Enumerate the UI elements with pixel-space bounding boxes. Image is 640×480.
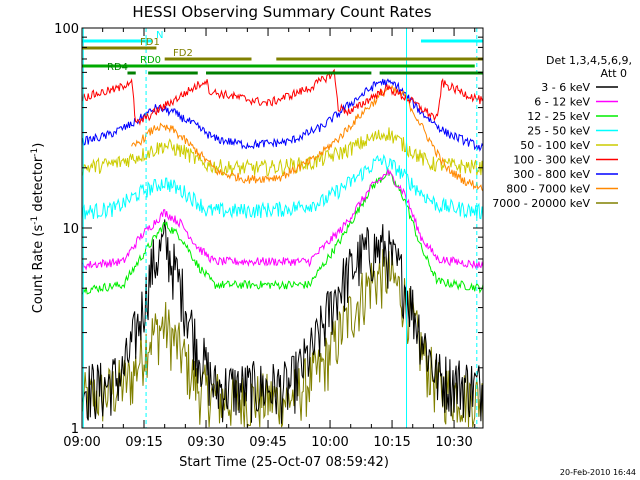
legend-label-4: 25 - 50 keV: [527, 125, 590, 138]
series-line-7: [82, 78, 483, 152]
flag-label-rd4: RD4: [107, 62, 128, 73]
y-tick-label-2: 10: [62, 222, 79, 237]
x-tick-label-3: 09:30: [187, 435, 224, 450]
x-axis-label: Start Time (25-Oct-07 08:59:42): [179, 455, 389, 470]
series-line-4: [82, 153, 483, 220]
series-line-2: [82, 169, 483, 271]
flag-label-fd2: FD2: [173, 48, 193, 59]
x-tick-label-2: 09:15: [125, 435, 162, 450]
legend-label-9: 7000 - 20000 keV: [492, 197, 590, 210]
chart-title: HESSI Observing Summary Count Rates: [132, 3, 431, 21]
y-tick-label-1: 1: [71, 422, 79, 437]
y-axis-label: Count Rate (s-1 detector-1): [30, 143, 46, 314]
flag-label-rd0: RD0: [140, 55, 161, 66]
series-layer: [82, 68, 483, 428]
legend-label-8: 800 - 7000 keV: [506, 183, 590, 196]
legend-label-5: 50 - 100 keV: [520, 139, 590, 152]
series-line-3: [82, 168, 483, 295]
series-line-1: [82, 219, 483, 424]
legend-label-2: 6 - 12 keV: [534, 96, 590, 109]
y-axis: 1 10 100: [54, 22, 483, 437]
x-tick-label-6: 10:15: [373, 435, 410, 450]
flag-label-n: N: [156, 30, 163, 41]
footer-date: 20-Feb-2010 16:44: [560, 468, 636, 477]
legend-label-7: 300 - 800 keV: [513, 168, 590, 181]
x-tick-label-4: 09:45: [249, 435, 286, 450]
x-tick-label-5: 10:00: [311, 435, 348, 450]
series-line-9: [82, 249, 483, 428]
series-line-5: [82, 127, 483, 177]
series-line-6: [82, 68, 483, 126]
x-tick-label-7: 10:30: [435, 435, 472, 450]
series-line-8: [131, 84, 483, 192]
legend-label-6: 100 - 300 keV: [513, 154, 590, 167]
x-axis: 09:00 09:15 09:30 09:45 10:00 10:15 10:30: [63, 28, 476, 450]
legend-label-1: 3 - 6 keV: [541, 81, 590, 94]
y-tick-label-3: 100: [54, 22, 79, 37]
x-tick-label-1: 09:00: [63, 435, 100, 450]
legend-header-line1: Det 1,3,4,5,6,9,: [546, 54, 632, 67]
flag-label-fd1: FD1: [140, 37, 160, 48]
legend-header-line2: Att 0: [601, 67, 627, 80]
legend: Det 1,3,4,5,6,9, Att 0 3 - 6 keV 6 - 12 k…: [492, 54, 632, 210]
legend-label-3: 12 - 25 keV: [527, 110, 590, 123]
